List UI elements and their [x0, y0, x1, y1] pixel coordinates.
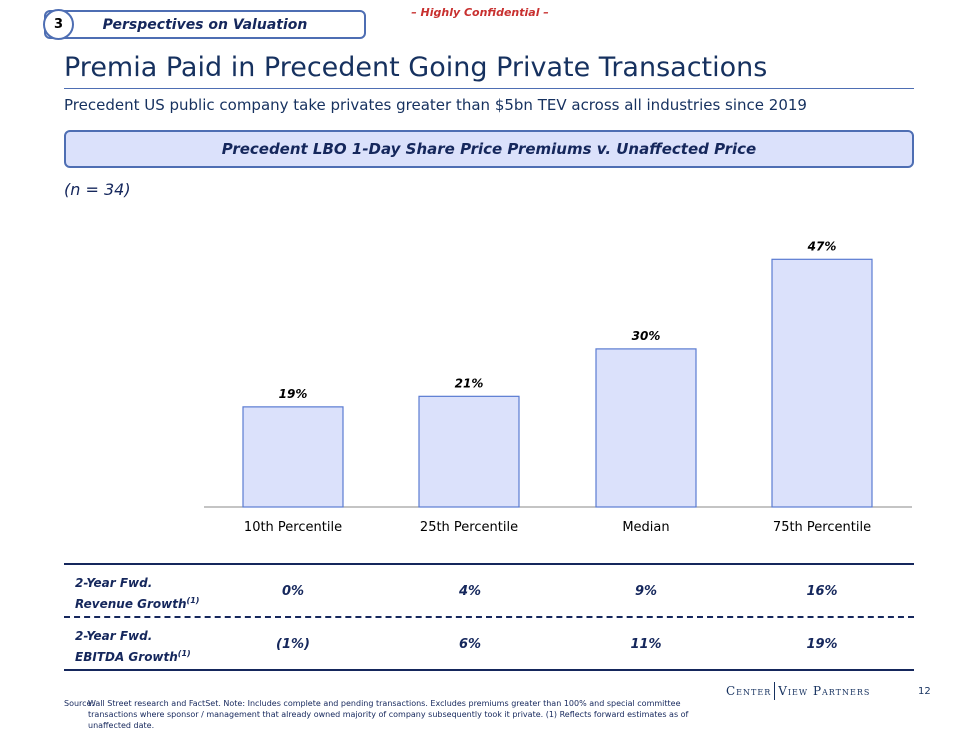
value-label-10th-percentile: 19%	[279, 387, 308, 401]
bar-10th-percentile	[242, 406, 344, 508]
confidentiality-notice: – Highly Confidential –	[411, 6, 549, 19]
logo-left-word: Center	[726, 684, 772, 698]
premiums-bar-chart: 19% 10th Percentile 21% 25th Percentile 30% M…	[204, 239, 912, 535]
category-label-median: Median	[622, 520, 669, 535]
value-label-25th-percentile: 21%	[455, 376, 484, 390]
company-logo: Center View Partners	[726, 682, 870, 700]
source-text: Wall Street research and FactSet. Note: …	[88, 699, 689, 730]
logo-right-words: View Partners	[778, 684, 871, 698]
revenue-growth-25th: 4%	[458, 584, 482, 599]
section-tag: Perspectives on Valuation 3	[43, 9, 366, 40]
page-title: Premia Paid in Precedent Going Private T…	[64, 52, 768, 83]
category-label-75th-percentile: 75th Percentile	[773, 520, 871, 535]
revenue-growth-75th: 16%	[806, 584, 838, 599]
value-label-median: 30%	[632, 329, 661, 343]
table-bottom-rule	[64, 669, 914, 671]
ebitda-growth-label: 2-Year Fwd. EBITDA Growth(1)	[75, 628, 191, 666]
section-title: Perspectives on Valuation	[102, 16, 308, 33]
chart-title-banner: Precedent LBO 1-Day Share Price Premiums…	[64, 130, 914, 168]
category-label-10th-percentile: 10th Percentile	[244, 520, 342, 535]
ebitda-growth-10th: (1%)	[276, 637, 310, 652]
section-number-badge: 3	[43, 9, 74, 40]
bar-75th-percentile	[771, 258, 873, 508]
ebitda-growth-75th: 19%	[806, 637, 838, 652]
table-dashed-divider	[64, 616, 914, 618]
revenue-growth-10th: 0%	[281, 584, 305, 599]
ebitda-growth-25th: 6%	[458, 637, 482, 652]
ebitda-growth-label-line1: 2-Year Fwd.	[75, 629, 153, 643]
page-number: 12	[918, 686, 931, 697]
table-top-rule	[64, 563, 914, 565]
revenue-growth-label-line2: Revenue Growth	[75, 597, 187, 611]
category-label-25th-percentile: 25th Percentile	[420, 520, 518, 535]
title-divider	[64, 88, 914, 89]
logo-divider	[774, 682, 776, 700]
value-label-75th-percentile: 47%	[807, 239, 837, 253]
ebitda-growth-label-line2: EBITDA Growth	[75, 650, 178, 664]
bar-25th-percentile	[418, 395, 520, 508]
revenue-growth-label-line1: 2-Year Fwd.	[75, 576, 153, 590]
ebitda-growth-median: 11%	[630, 637, 662, 652]
revenue-growth-label: 2-Year Fwd. Revenue Growth(1)	[75, 575, 199, 613]
bar-median	[595, 348, 697, 508]
source-label: Source:	[64, 699, 95, 708]
ebitda-growth-footnote: (1)	[177, 649, 191, 658]
sample-size-label: (n = 34)	[64, 180, 131, 199]
revenue-growth-median: 9%	[634, 584, 658, 599]
page-subtitle: Precedent US public company take private…	[64, 96, 807, 114]
revenue-growth-footnote: (1)	[186, 596, 200, 605]
